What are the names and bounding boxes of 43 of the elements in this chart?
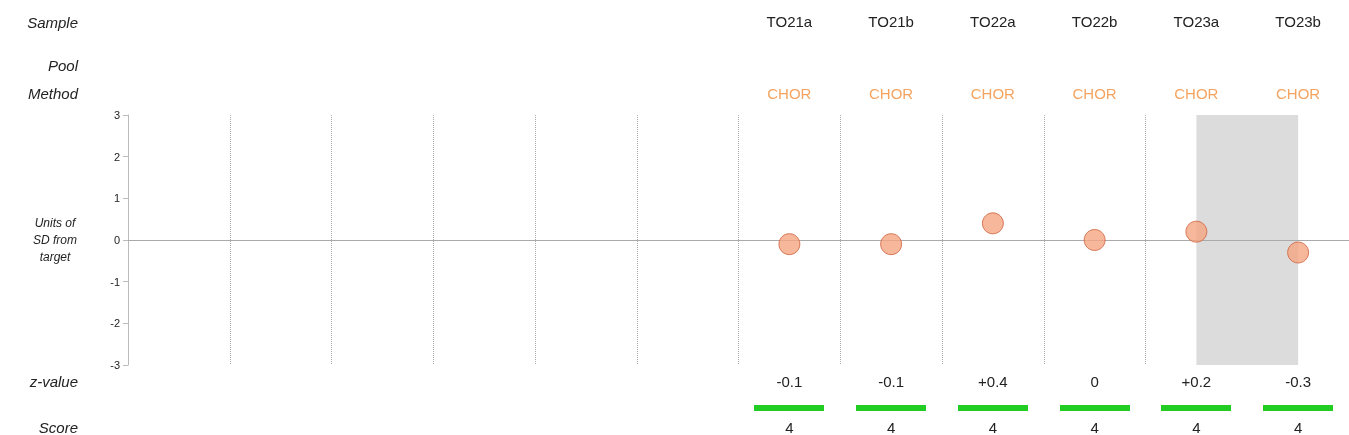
x-tick-label: TO22b — [1071, 13, 1118, 30]
text: 4 — [1192, 418, 1201, 435]
text: Score — [38, 418, 78, 435]
data-label: -0.3 — [1285, 372, 1312, 390]
data-label: +0.2 — [1181, 372, 1212, 390]
x-tick-label: TO21b — [868, 13, 914, 30]
text: 4 — [886, 418, 896, 435]
y-tick-label: -2 — [110, 317, 120, 330]
point — [778, 233, 801, 256]
y-tick-label: 2 — [113, 150, 120, 163]
y-axis-title: Units of SD from target — [32, 214, 78, 266]
x-tick-label: TO23b — [1275, 13, 1321, 30]
point — [880, 233, 903, 256]
data-label: -0.1 — [878, 372, 905, 390]
text: 4 — [785, 418, 794, 435]
y-tick-label: 1 — [113, 192, 120, 205]
text: z-value — [29, 372, 78, 390]
text: Method — [27, 84, 78, 102]
data-label: -0.1 — [776, 372, 803, 390]
text: CHOR — [1276, 84, 1321, 102]
y-tick-label: -1 — [110, 275, 120, 288]
y-tick-label: 0 — [113, 234, 120, 246]
point — [1185, 220, 1208, 243]
y-tick-label: -3 — [110, 359, 120, 371]
text: CHOR — [1072, 84, 1117, 102]
text: 4 — [1293, 418, 1303, 435]
text: Pool — [47, 56, 78, 74]
data-label: 0 — [1090, 372, 1099, 390]
x-axis-title: Sample — [27, 13, 78, 31]
point — [1083, 229, 1106, 251]
point — [1287, 241, 1310, 264]
text: CHOR — [869, 84, 914, 102]
text: CHOR — [970, 84, 1015, 102]
text: CHOR — [767, 84, 812, 102]
x-tick-label: TO21a — [766, 13, 813, 30]
point — [981, 212, 1004, 235]
x-tick-label: TO22a — [970, 13, 1017, 30]
text: 4 — [988, 418, 998, 435]
data-label: +0.4 — [978, 372, 1008, 390]
text: 4 — [1090, 418, 1099, 435]
y-tick-label: 3 — [113, 109, 120, 121]
x-tick-label: TO23a — [1173, 13, 1220, 30]
text: CHOR — [1174, 84, 1219, 102]
